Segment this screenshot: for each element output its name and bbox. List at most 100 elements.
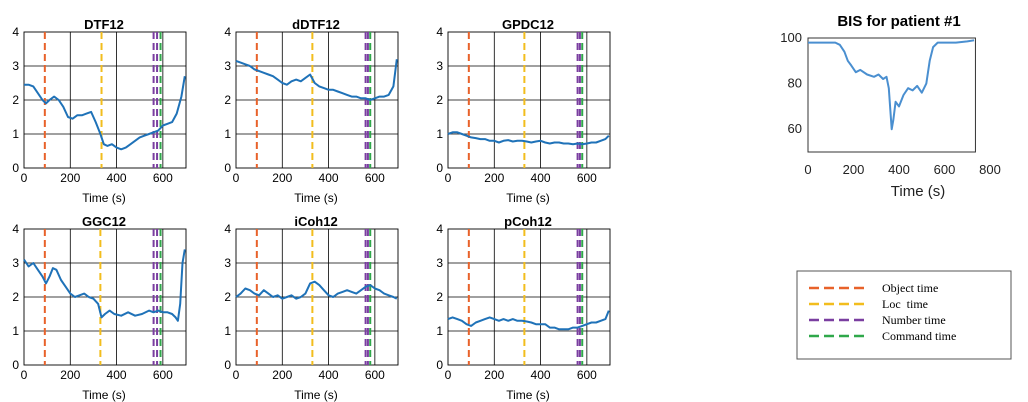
legend-label: Object time — [882, 281, 938, 295]
y-tick-label: 3 — [436, 59, 443, 73]
legend-item-object: Object time — [809, 281, 938, 295]
x-tick-label: 400 — [107, 368, 127, 382]
x-axis-label: Time (s) — [82, 388, 126, 402]
y-tick-label: 0 — [12, 161, 19, 175]
x-axis-label: Time (s) — [82, 191, 126, 205]
x-tick-label: 600 — [365, 171, 385, 185]
legend-label: Number time — [882, 313, 946, 327]
x-tick-label: 0 — [804, 162, 811, 177]
y-tick-label: 0 — [224, 161, 231, 175]
x-tick-label: 0 — [21, 368, 28, 382]
axes-box — [23, 31, 187, 169]
panel-title: iCoh12 — [294, 214, 337, 229]
x-tick-label: 0 — [21, 171, 28, 185]
y-tick-label: 1 — [224, 127, 231, 141]
y-tick-label: 2 — [12, 93, 19, 107]
x-tick-label: 200 — [484, 171, 504, 185]
legend-item-command: Command time — [809, 329, 956, 343]
x-axis-label: Time (s) — [891, 183, 945, 200]
y-tick-label: 3 — [436, 256, 443, 270]
y-tick-label: 4 — [436, 222, 443, 236]
y-tick-label: 2 — [224, 93, 231, 107]
x-tick-label: 400 — [888, 162, 910, 177]
x-tick-label: 200 — [272, 368, 292, 382]
y-tick-label: 80 — [788, 76, 802, 91]
y-tick-label: 2 — [12, 290, 19, 304]
y-tick-label: 0 — [436, 161, 443, 175]
y-tick-label: 4 — [436, 25, 443, 39]
x-tick-label: 0 — [233, 171, 240, 185]
x-tick-label: 600 — [153, 368, 173, 382]
legend-item-loc: Loc time — [809, 297, 928, 311]
y-tick-label: 2 — [436, 290, 443, 304]
y-tick-label: 1 — [436, 324, 443, 338]
y-tick-label: 2 — [436, 93, 443, 107]
x-tick-label: 600 — [365, 368, 385, 382]
series-line — [447, 131, 610, 146]
x-tick-label: 800 — [979, 162, 1001, 177]
series-line — [24, 76, 186, 151]
axes-box — [23, 228, 187, 366]
y-tick-label: 3 — [224, 59, 231, 73]
y-tick-label: 4 — [12, 25, 19, 39]
panel-ggc12: GGC12 Time (s) 0 200 400 600 0 1 2 3 4 — [12, 214, 187, 402]
y-tick-label: 0 — [12, 358, 19, 372]
x-tick-label: 400 — [531, 171, 551, 185]
legend-label: Loc time — [882, 297, 928, 311]
panel-bis: BIS for patient #1 Time (s) 0 200 400 600 80… — [780, 13, 1001, 200]
series-line — [23, 249, 186, 322]
x-tick-label: 600 — [934, 162, 956, 177]
y-tick-label: 2 — [224, 290, 231, 304]
x-tick-label: 200 — [843, 162, 865, 177]
series-line — [235, 280, 398, 300]
x-axis-label: Time (s) — [506, 191, 550, 205]
panel-title: GPDC12 — [502, 17, 554, 32]
legend-item-number: Number time — [809, 313, 946, 327]
x-tick-label: 400 — [319, 368, 339, 382]
axes-box — [807, 37, 976, 153]
y-tick-label: 3 — [12, 59, 19, 73]
axes-box — [235, 31, 399, 169]
x-tick-label: 0 — [445, 368, 452, 382]
y-tick-label: 1 — [12, 324, 19, 338]
panel-title: GGC12 — [82, 214, 126, 229]
x-tick-label: 200 — [484, 368, 504, 382]
panel-title: BIS for patient #1 — [837, 13, 960, 30]
y-tick-label: 1 — [12, 127, 19, 141]
y-tick-label: 100 — [780, 30, 802, 45]
x-tick-label: 0 — [445, 171, 452, 185]
y-tick-label: 3 — [12, 256, 19, 270]
legend: Object time Loc time Number time Command… — [796, 270, 1012, 360]
series-line — [235, 59, 398, 101]
y-tick-label: 4 — [224, 25, 231, 39]
series-line — [447, 310, 610, 331]
x-tick-label: 400 — [531, 368, 551, 382]
x-tick-label: 400 — [319, 171, 339, 185]
legend-label: Command time — [882, 329, 956, 343]
y-tick-label: 3 — [224, 256, 231, 270]
x-axis-label: Time (s) — [294, 191, 338, 205]
y-tick-label: 0 — [224, 358, 231, 372]
panel-title: pCoh12 — [504, 214, 552, 229]
y-tick-label: 0 — [436, 358, 443, 372]
x-tick-label: 600 — [153, 171, 173, 185]
x-tick-label: 400 — [107, 171, 127, 185]
x-axis-label: Time (s) — [506, 388, 550, 402]
y-tick-label: 4 — [12, 222, 19, 236]
x-axis-label: Time (s) — [294, 388, 338, 402]
x-tick-label: 200 — [60, 171, 80, 185]
panel-pcoh12: pCoh12 Time (s) 0 200 400 600 0 1 2 3 4 — [436, 214, 611, 402]
panel-title: dDTF12 — [292, 17, 340, 32]
y-tick-label: 1 — [224, 324, 231, 338]
x-tick-label: 200 — [272, 171, 292, 185]
x-tick-label: 600 — [577, 368, 597, 382]
y-tick-label: 1 — [436, 127, 443, 141]
series-line — [808, 39, 975, 131]
panel-gpdc12: GPDC12 Time (s) 0 200 400 600 0 1 2 3 4 — [436, 17, 611, 205]
legend-box — [796, 270, 1012, 360]
x-tick-label: 600 — [577, 171, 597, 185]
axes-box — [447, 31, 611, 169]
panel-dtf12: DTF12 Time (s) 0 200 400 600 0 1 2 3 4 — [12, 17, 187, 205]
panel-title: DTF12 — [84, 17, 124, 32]
